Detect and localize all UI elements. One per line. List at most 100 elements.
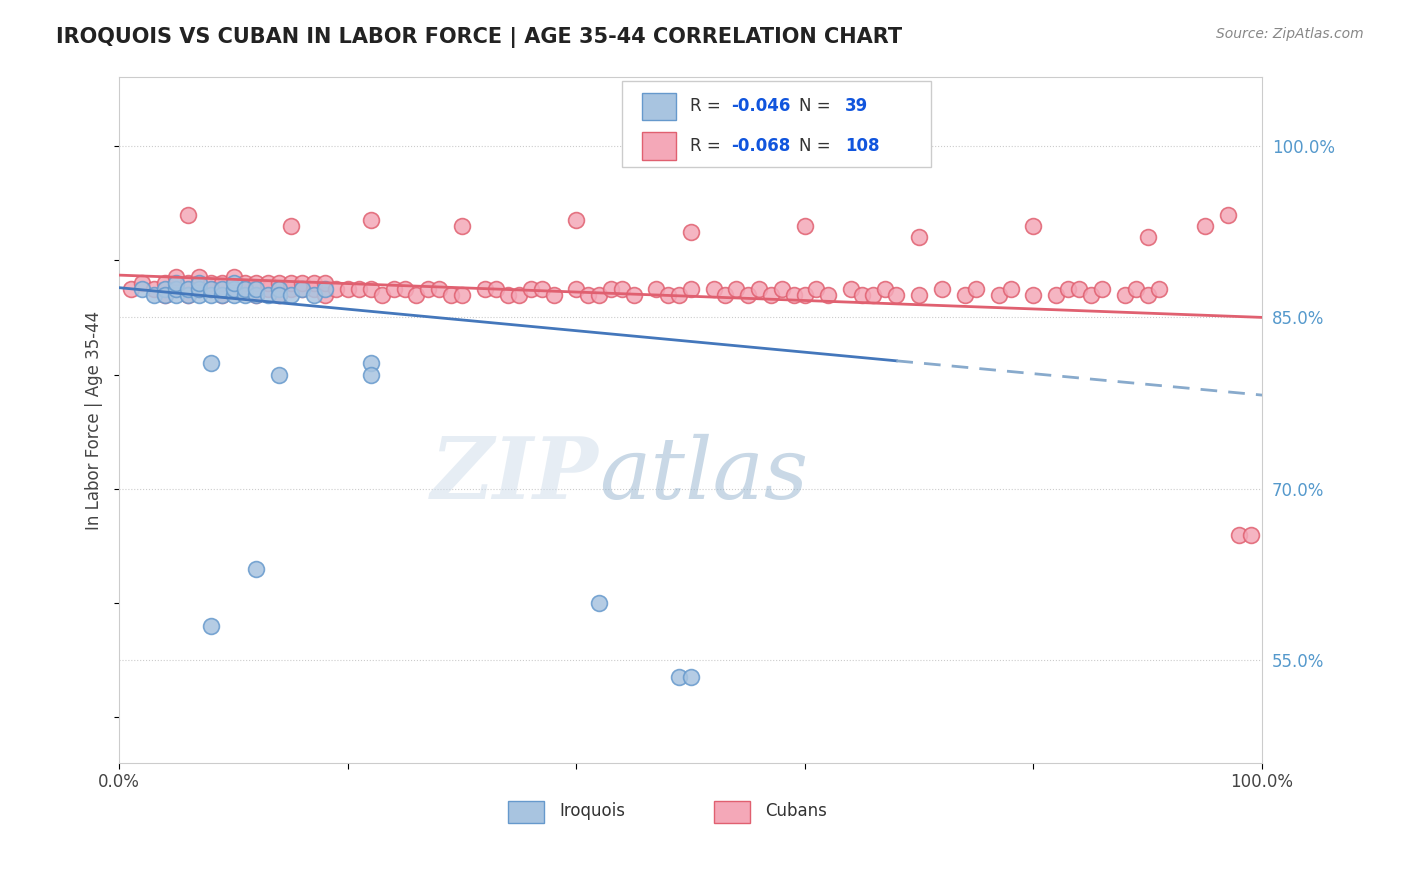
Point [886, 287, 908, 301]
Point [793, 219, 815, 233]
Point [714, 287, 737, 301]
Point [576, 287, 599, 301]
Point [165, 276, 187, 290]
Point [131, 282, 153, 296]
Point [405, 287, 427, 301]
Point [233, 287, 256, 301]
Point [314, 282, 336, 296]
FancyBboxPatch shape [621, 81, 931, 167]
Point [233, 276, 256, 290]
Point [394, 282, 416, 296]
Point [245, 276, 267, 290]
Point [1000, 282, 1022, 296]
Point [165, 270, 187, 285]
Point [256, 287, 278, 301]
Point [1194, 219, 1216, 233]
Point [177, 287, 200, 301]
Point [360, 213, 382, 227]
Point [1091, 282, 1114, 296]
Point [269, 368, 291, 382]
Point [245, 282, 267, 296]
Point [269, 282, 291, 296]
Text: Source: ZipAtlas.com: Source: ZipAtlas.com [1216, 27, 1364, 41]
Point [817, 287, 839, 301]
Text: N =: N = [799, 97, 837, 115]
Point [531, 282, 554, 296]
Point [668, 287, 690, 301]
Point [588, 287, 610, 301]
Point [291, 276, 314, 290]
Point [965, 282, 987, 296]
Point [153, 282, 176, 296]
FancyBboxPatch shape [508, 801, 544, 823]
Point [245, 287, 267, 301]
Point [873, 282, 896, 296]
Point [1045, 287, 1067, 301]
Point [177, 287, 200, 301]
FancyBboxPatch shape [641, 93, 676, 120]
Point [165, 282, 187, 296]
Text: R =: R = [689, 97, 725, 115]
Point [451, 287, 474, 301]
Point [120, 282, 142, 296]
FancyBboxPatch shape [641, 132, 676, 160]
Point [165, 282, 187, 296]
Point [131, 276, 153, 290]
Point [645, 282, 668, 296]
Y-axis label: In Labor Force | Age 35-44: In Labor Force | Age 35-44 [86, 310, 103, 530]
Point [165, 287, 187, 301]
Point [302, 287, 325, 301]
Text: ZIP: ZIP [432, 434, 599, 516]
Point [302, 282, 325, 296]
Point [280, 287, 302, 301]
Point [245, 562, 267, 576]
Point [931, 282, 953, 296]
Point [222, 282, 245, 296]
Text: IROQUOIS VS CUBAN IN LABOR FORCE | AGE 35-44 CORRELATION CHART: IROQUOIS VS CUBAN IN LABOR FORCE | AGE 3… [56, 27, 903, 48]
Point [1022, 287, 1045, 301]
Point [1125, 282, 1147, 296]
Point [360, 356, 382, 370]
Point [177, 276, 200, 290]
Point [839, 282, 862, 296]
Point [200, 276, 222, 290]
Point [211, 282, 233, 296]
Point [177, 208, 200, 222]
Point [1080, 287, 1102, 301]
Point [679, 670, 702, 684]
Point [770, 282, 793, 296]
Point [188, 287, 211, 301]
Point [360, 282, 382, 296]
Point [988, 287, 1011, 301]
Point [599, 282, 621, 296]
Point [382, 282, 405, 296]
Point [233, 282, 256, 296]
Text: N =: N = [799, 136, 837, 155]
Point [1147, 282, 1170, 296]
Point [200, 282, 222, 296]
Point [508, 287, 530, 301]
Point [360, 368, 382, 382]
Point [269, 287, 291, 301]
Point [200, 619, 222, 633]
Point [142, 287, 165, 301]
Point [269, 276, 291, 290]
Text: Cubans: Cubans [765, 802, 827, 820]
Point [725, 282, 748, 296]
Point [222, 270, 245, 285]
Point [806, 282, 828, 296]
Point [519, 282, 541, 296]
Point [908, 287, 931, 301]
Point [679, 225, 702, 239]
Point [188, 270, 211, 285]
Point [1136, 230, 1159, 244]
Point [543, 287, 565, 301]
Point [314, 287, 336, 301]
Point [188, 276, 211, 290]
Point [1136, 287, 1159, 301]
Point [211, 276, 233, 290]
Point [211, 287, 233, 301]
Point [314, 276, 336, 290]
Point [222, 276, 245, 290]
Point [440, 287, 463, 301]
